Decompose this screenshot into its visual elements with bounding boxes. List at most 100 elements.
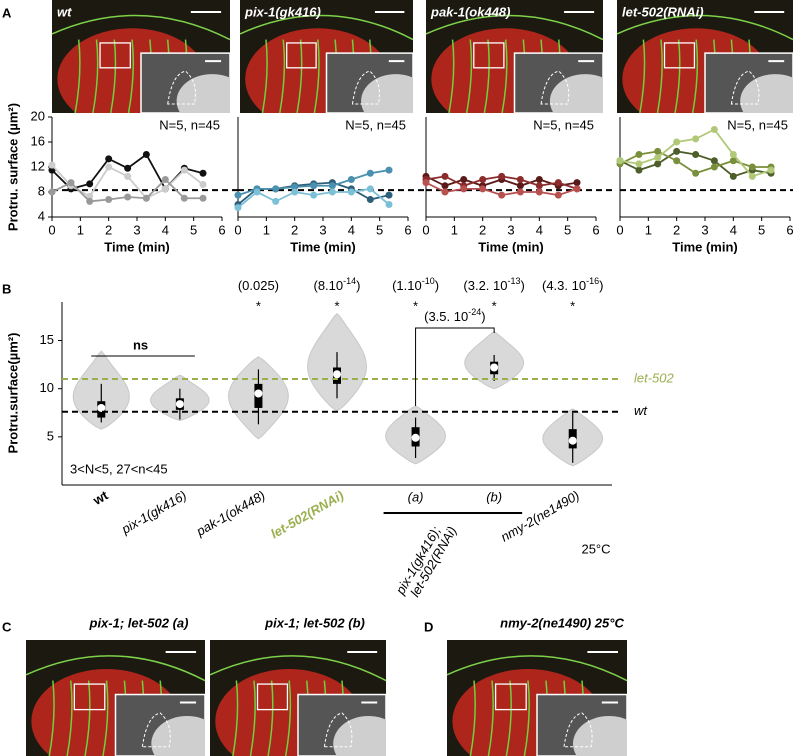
image-title: pak-1(ok448) bbox=[430, 4, 510, 19]
cell-border bbox=[691, 39, 699, 113]
data-point bbox=[573, 185, 581, 193]
roi-box bbox=[256, 683, 289, 711]
data-point bbox=[516, 176, 524, 183]
cell-border bbox=[267, 680, 274, 756]
p-value-part: -24 bbox=[468, 307, 481, 317]
data-point bbox=[272, 185, 280, 193]
x-tick-label: wt bbox=[90, 487, 111, 508]
micrograph bbox=[617, 0, 793, 113]
data-point bbox=[48, 161, 56, 169]
data-point bbox=[441, 172, 449, 180]
data-point bbox=[86, 197, 94, 205]
x-tick-label: let-502(RNAi) bbox=[268, 488, 346, 542]
y-axis-label: Protru. surface (µm²) bbox=[5, 103, 20, 231]
data-point bbox=[654, 160, 662, 168]
cell-border bbox=[127, 39, 135, 113]
x-tick-label: pak-1(ok448) bbox=[193, 488, 268, 540]
data-point bbox=[272, 197, 280, 205]
y-axis-label: Protru.surface(µm²) bbox=[5, 333, 20, 454]
y-tick-label: 5 bbox=[47, 428, 54, 443]
cell-border bbox=[48, 680, 55, 756]
data-point bbox=[498, 172, 506, 180]
data-point bbox=[328, 188, 336, 196]
x-axis-label: Time (min) bbox=[478, 239, 544, 254]
embryo-edge bbox=[240, 14, 413, 41]
x-tick-label: 3 bbox=[507, 222, 514, 237]
cell-border bbox=[74, 39, 81, 113]
annotation: N=5, n=45 bbox=[533, 117, 594, 132]
image-title: wt bbox=[57, 4, 72, 19]
data-point bbox=[729, 151, 737, 158]
image-title: pix-1; let-502 (b) bbox=[264, 615, 365, 630]
cell-border bbox=[487, 680, 494, 756]
micrograph bbox=[447, 640, 627, 756]
data-point bbox=[310, 191, 318, 199]
data-point bbox=[516, 182, 524, 190]
data-point bbox=[142, 151, 150, 158]
annotation: N=5, n=45 bbox=[159, 117, 220, 132]
cell-border bbox=[505, 680, 512, 756]
data-point bbox=[347, 188, 355, 196]
annotation: N=5, n=45 bbox=[727, 117, 788, 132]
y-tick-label: 4 bbox=[38, 208, 45, 223]
y-tick-label: 8 bbox=[38, 183, 45, 198]
data-point bbox=[253, 188, 261, 196]
data-point bbox=[86, 180, 94, 188]
x-tick-label: 0 bbox=[422, 222, 429, 237]
x-tick-label: 2 bbox=[105, 222, 112, 237]
image-content bbox=[26, 640, 205, 756]
image-content bbox=[617, 0, 793, 113]
significance-star: * bbox=[492, 298, 497, 313]
data-point bbox=[385, 201, 393, 208]
protrusion-outline bbox=[563, 712, 593, 748]
x-tick-label: 6 bbox=[218, 222, 225, 237]
x-tick-label: 3 bbox=[701, 222, 708, 237]
micrograph bbox=[26, 640, 205, 756]
data-point bbox=[479, 176, 487, 183]
x-tick-label: nmy-2(ne1490) bbox=[498, 488, 582, 545]
median bbox=[97, 403, 106, 412]
panel-label: A bbox=[2, 5, 12, 20]
data-point bbox=[516, 188, 524, 196]
roi-box bbox=[473, 42, 505, 69]
x-tick-label: 4 bbox=[162, 222, 169, 237]
significance-star: * bbox=[413, 298, 418, 313]
y-tick-label: 16 bbox=[31, 133, 45, 148]
cell-border bbox=[284, 680, 292, 756]
cell-border bbox=[483, 39, 490, 113]
image-title: pix-1(gk416) bbox=[244, 4, 321, 19]
x-tick-label: 5 bbox=[564, 222, 571, 237]
x-axis-label: Time (min) bbox=[290, 239, 356, 254]
reference-label: wt bbox=[634, 403, 648, 418]
protrusion-outline bbox=[730, 70, 760, 105]
data-point bbox=[635, 160, 643, 168]
cell-border bbox=[92, 39, 99, 113]
data-point bbox=[729, 157, 737, 165]
panel-label: C bbox=[2, 619, 12, 634]
data-point bbox=[573, 179, 581, 187]
p-value: (1.10-10) bbox=[392, 276, 439, 293]
cell-border bbox=[261, 39, 268, 113]
x-tick-label: 6 bbox=[404, 222, 411, 237]
significance-star: * bbox=[256, 298, 261, 313]
image-content bbox=[52, 0, 230, 113]
data-point bbox=[710, 126, 718, 133]
x-tick-label: 4 bbox=[730, 222, 737, 237]
data-point bbox=[673, 147, 681, 155]
data-point bbox=[124, 164, 132, 172]
protrusion-outline bbox=[323, 712, 353, 748]
data-point bbox=[86, 192, 94, 200]
embryo-edge bbox=[426, 14, 603, 41]
x-tick-label: 1 bbox=[77, 222, 84, 237]
data-point bbox=[124, 172, 132, 180]
data-point bbox=[635, 166, 643, 174]
x-tick-label: 1 bbox=[263, 222, 270, 237]
data-point bbox=[673, 138, 681, 146]
bracket bbox=[415, 327, 495, 407]
panel-label: D bbox=[424, 619, 433, 634]
x-tick-label: 1 bbox=[451, 222, 458, 237]
data-point bbox=[310, 182, 318, 190]
cell-border bbox=[313, 39, 320, 113]
roi-box bbox=[73, 683, 106, 711]
image-content bbox=[447, 640, 627, 756]
